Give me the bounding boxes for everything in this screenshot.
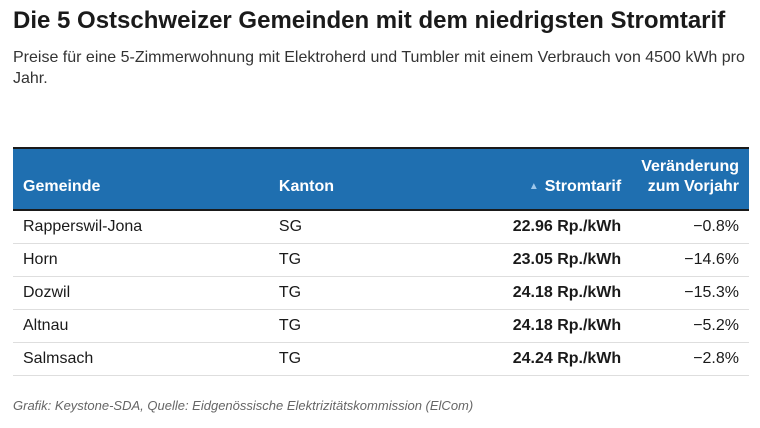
column-header-stromtarif-label: Stromtarif	[544, 178, 622, 195]
cell-veraenderung: −0.8%	[693, 217, 739, 235]
cell-stromtarif: 22.96 Rp./kWh	[512, 217, 622, 235]
cell-gemeinde: Altnau	[23, 316, 69, 334]
table-body: Rapperswil-Jona SG 22.96 Rp./kWh −0.8% H…	[13, 210, 749, 375]
cell-veraenderung: −2.8%	[693, 349, 739, 367]
cell-gemeinde: Rapperswil-Jona	[23, 217, 143, 235]
column-header-kanton-label: Kanton	[278, 178, 335, 195]
cell-veraenderung: −15.3%	[684, 283, 739, 301]
column-header-veraenderung[interactable]: Veränderung zum Vorjahr	[631, 147, 749, 210]
table-row: Dozwil TG 24.18 Rp./kWh −15.3%	[13, 276, 749, 309]
cell-stromtarif: 24.18 Rp./kWh	[512, 283, 622, 301]
cell-kanton: TG	[278, 316, 302, 334]
source-footer: Grafik: Keystone-SDA, Quelle: Eidgenössi…	[13, 398, 474, 413]
table-row: Rapperswil-Jona SG 22.96 Rp./kWh −0.8%	[13, 210, 749, 243]
column-header-gemeinde-label: Gemeinde	[23, 178, 101, 195]
chart-title: Die 5 Ostschweizer Gemeinden mit dem nie…	[13, 7, 726, 34]
chart-container: Die 5 Ostschweizer Gemeinden mit dem nie…	[13, 6, 749, 375]
table-row: Horn TG 23.05 Rp./kWh −14.6%	[13, 243, 749, 276]
cell-stromtarif: 23.05 Rp./kWh	[512, 250, 622, 268]
cell-kanton: TG	[278, 283, 302, 301]
cell-kanton: TG	[278, 349, 302, 367]
table-header: Gemeinde Kanton ▲ Stromtarif Veränderung …	[13, 147, 749, 210]
data-table: Gemeinde Kanton ▲ Stromtarif Veränderung …	[13, 147, 749, 376]
column-header-veraenderung-label-line1: Veränderung	[641, 158, 739, 175]
column-header-stromtarif[interactable]: ▲ Stromtarif	[403, 147, 632, 210]
cell-gemeinde: Dozwil	[23, 283, 71, 301]
cell-gemeinde: Salmsach	[23, 349, 94, 367]
table-row: Altnau TG 24.18 Rp./kWh −5.2%	[13, 309, 749, 342]
cell-kanton: TG	[278, 250, 302, 268]
table-row: Salmsach TG 24.24 Rp./kWh −2.8%	[13, 342, 749, 375]
sort-ascending-icon: ▲	[528, 181, 539, 192]
cell-kanton: SG	[278, 217, 303, 235]
cell-stromtarif: 24.24 Rp./kWh	[512, 349, 622, 367]
column-header-kanton[interactable]: Kanton	[268, 147, 404, 210]
cell-stromtarif: 24.18 Rp./kWh	[512, 316, 622, 334]
cell-veraenderung: −14.6%	[684, 250, 739, 268]
chart-subtitle: Preise für eine 5-Zimmerwohnung mit Elek…	[13, 49, 745, 87]
column-header-gemeinde[interactable]: Gemeinde	[13, 147, 269, 210]
cell-gemeinde: Horn	[23, 250, 58, 268]
table-header-row: Gemeinde Kanton ▲ Stromtarif Veränderung …	[13, 147, 749, 210]
cell-veraenderung: −5.2%	[693, 316, 739, 334]
column-header-veraenderung-label-line2: zum Vorjahr	[647, 178, 739, 195]
